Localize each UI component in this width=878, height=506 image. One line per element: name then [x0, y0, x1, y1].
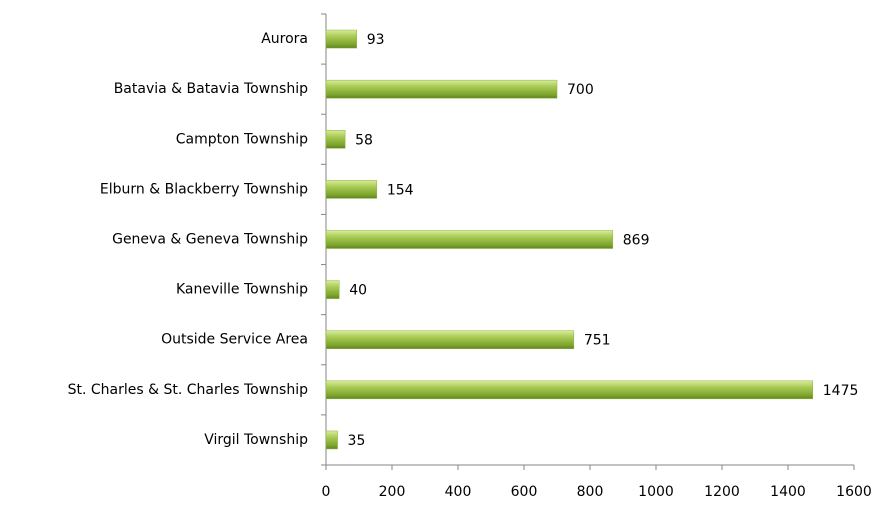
y-tick-label: Geneva & Geneva Township	[112, 232, 308, 248]
x-tick-label: 800	[577, 484, 604, 500]
x-tick-label: 0	[322, 484, 331, 500]
data-label: 700	[567, 82, 594, 98]
y-tick-label: St. Charles & St. Charles Township	[68, 382, 308, 398]
data-label: 93	[367, 32, 385, 48]
x-tick-label: 1400	[770, 484, 806, 500]
data-label: 869	[623, 233, 650, 249]
y-tick-label: Kaneville Township	[176, 282, 308, 298]
y-tick-label: Outside Service Area	[161, 332, 308, 348]
bar	[325, 430, 338, 450]
y-tick-label: Campton Township	[176, 131, 308, 147]
y-tick-label: Virgil Township	[204, 432, 308, 448]
data-label: 1475	[823, 383, 859, 399]
y-tick-label: Elburn & Blackberry Township	[100, 181, 308, 197]
data-label: 40	[349, 283, 367, 299]
x-tick-label: 1600	[836, 484, 872, 500]
bar	[325, 130, 346, 149]
data-label: 35	[348, 433, 366, 449]
bar	[325, 180, 378, 199]
x-tick-label: 1200	[704, 484, 740, 500]
data-label: 58	[355, 132, 373, 148]
y-tick-label: Batavia & Batavia Township	[114, 81, 308, 97]
data-label: 751	[584, 333, 611, 349]
bar	[325, 79, 558, 99]
x-tick-label: 200	[379, 484, 406, 500]
bar	[325, 280, 340, 299]
data-label: 154	[387, 182, 414, 198]
bar	[325, 380, 813, 400]
y-tick-label: Aurora	[261, 31, 308, 47]
x-tick-label: 400	[445, 484, 472, 500]
bar	[325, 230, 614, 249]
bar	[325, 330, 575, 349]
x-tick-label: 600	[511, 484, 538, 500]
x-tick-label: 1000	[638, 484, 674, 500]
bar	[325, 29, 357, 49]
